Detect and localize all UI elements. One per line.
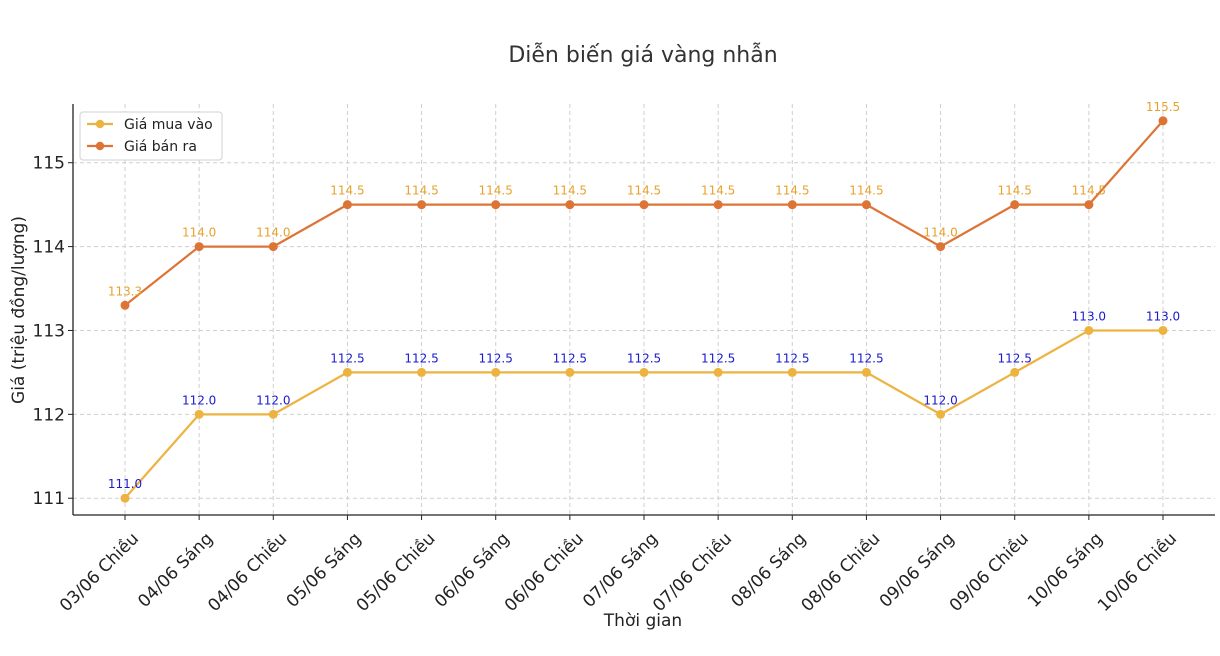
data-point <box>120 300 130 310</box>
y-tick-label: 112 <box>33 405 65 425</box>
data-label: 114.5 <box>998 184 1032 198</box>
data-label: 114.5 <box>775 184 809 198</box>
data-point <box>1084 325 1094 335</box>
data-label: 113.3 <box>108 284 142 298</box>
x-tick-label: 10/06 Chiều <box>1093 528 1181 616</box>
legend-label: Giá bán ra <box>124 139 197 155</box>
data-point <box>1010 200 1020 210</box>
data-label: 112.0 <box>256 393 290 407</box>
legend-box <box>79 111 223 161</box>
data-label: 114.5 <box>1072 184 1106 198</box>
data-point <box>1084 200 1094 210</box>
data-label: 112.5 <box>553 351 587 365</box>
data-label: 114.5 <box>330 184 364 198</box>
data-point <box>936 409 946 419</box>
data-point <box>491 200 501 210</box>
data-label: 112.0 <box>923 393 957 407</box>
data-point <box>639 367 649 377</box>
data-label: 112.5 <box>404 351 438 365</box>
x-tick-label: 06/06 Sáng <box>431 529 514 612</box>
data-label: 112.5 <box>849 351 883 365</box>
x-tick-label: 04/06 Chiều <box>204 528 292 616</box>
data-point <box>417 200 427 210</box>
series-layer <box>120 116 1168 503</box>
data-label: 111.0 <box>108 477 142 491</box>
x-tick-label: 09/06 Chiều <box>945 528 1033 616</box>
data-point <box>713 200 723 210</box>
data-point <box>491 367 501 377</box>
data-point <box>194 242 204 252</box>
y-tick-label: 115 <box>33 154 65 174</box>
data-labels: 111.0 112.0 112.0 112.5 112.5 112.5 112.5 112.5… <box>108 100 1180 491</box>
data-label: 112.5 <box>775 351 809 365</box>
data-point <box>268 242 278 252</box>
grid <box>73 104 1215 515</box>
data-label: 114.5 <box>479 184 513 198</box>
data-point <box>787 200 797 210</box>
x-tick-label: 06/06 Chiều <box>500 528 588 616</box>
data-point <box>342 200 352 210</box>
data-label: 112.5 <box>627 351 661 365</box>
data-point <box>565 367 575 377</box>
data-label: 112.5 <box>998 351 1032 365</box>
data-label: 114.0 <box>256 226 290 240</box>
x-tick-label: 07/06 Chiều <box>648 528 736 616</box>
data-point <box>268 409 278 419</box>
data-label: 113.0 <box>1072 309 1106 323</box>
x-tick-label: 07/06 Sáng <box>579 529 662 612</box>
data-label: 112.5 <box>479 351 513 365</box>
data-label: 114.0 <box>182 226 216 240</box>
data-point <box>639 200 649 210</box>
data-point <box>936 242 946 252</box>
x-tick-label: 10/06 Sáng <box>1024 529 1107 612</box>
x-axis-label: Thời gian <box>603 611 682 631</box>
data-label: 114.5 <box>404 184 438 198</box>
x-tick-label: 08/06 Sáng <box>727 529 810 612</box>
legend-label: Giá mua vào <box>124 117 213 133</box>
data-point <box>1158 116 1168 126</box>
data-point <box>417 367 427 377</box>
data-label: 114.5 <box>627 184 661 198</box>
data-label: 112.5 <box>330 351 364 365</box>
y-tick-label: 111 <box>33 489 65 509</box>
data-label: 114.0 <box>923 226 957 240</box>
legend-marker <box>95 141 105 151</box>
y-axis-label: Giá (triệu đồng/lượng) <box>8 216 29 404</box>
data-point <box>1158 325 1168 335</box>
y-tick-label: 113 <box>33 321 65 341</box>
y-tick-label: 114 <box>33 238 65 258</box>
data-point <box>861 200 871 210</box>
data-point <box>713 367 723 377</box>
data-point <box>787 367 797 377</box>
data-point <box>1010 367 1020 377</box>
data-point <box>342 367 352 377</box>
x-tick-label: 05/06 Chiều <box>352 528 440 616</box>
x-tick-label: 08/06 Chiều <box>797 528 885 616</box>
data-point <box>120 493 130 503</box>
x-tick-label: 03/06 Chiều <box>55 528 143 616</box>
data-point <box>861 367 871 377</box>
x-tick-label: 04/06 Sáng <box>134 529 217 612</box>
data-label: 114.5 <box>701 184 735 198</box>
data-label: 113.0 <box>1146 309 1180 323</box>
x-tick-label: 09/06 Sáng <box>876 529 959 612</box>
data-label: 112.0 <box>182 393 216 407</box>
data-point <box>194 409 204 419</box>
chart-title: Diễn biến giá vàng nhẫn <box>508 42 777 68</box>
data-label: 112.5 <box>701 351 735 365</box>
data-label: 115.5 <box>1146 100 1180 114</box>
legend-marker <box>95 119 105 129</box>
x-tick-label: 05/06 Sáng <box>283 529 366 612</box>
data-label: 114.5 <box>553 184 587 198</box>
data-label: 114.5 <box>849 184 883 198</box>
legend: Giá mua vào Giá bán ra <box>79 111 223 161</box>
data-point <box>565 200 575 210</box>
